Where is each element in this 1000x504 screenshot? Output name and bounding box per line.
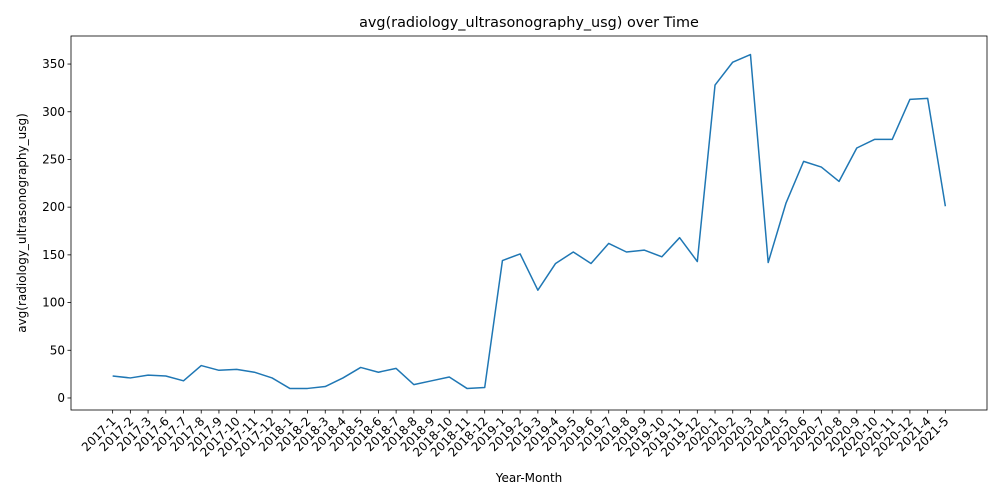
y-tick-label: 250 [42, 152, 65, 166]
y-tick-label: 50 [50, 343, 65, 357]
y-tick-label: 150 [42, 248, 65, 262]
plot-frame [70, 35, 988, 411]
y-tick-label: 100 [42, 296, 65, 310]
y-tick-label: 0 [57, 391, 65, 405]
y-tick-label: 300 [42, 105, 65, 119]
y-axis-label: avg(radiology_ultrasonography_usg) [15, 113, 29, 333]
x-axis-label: Year-Month [495, 471, 563, 485]
y-tick-label: 350 [42, 57, 65, 71]
y-tick-label: 200 [42, 200, 65, 214]
line [112, 53, 947, 390]
chart-title: avg(radiology_ultrasonography_usg) over … [359, 15, 699, 31]
